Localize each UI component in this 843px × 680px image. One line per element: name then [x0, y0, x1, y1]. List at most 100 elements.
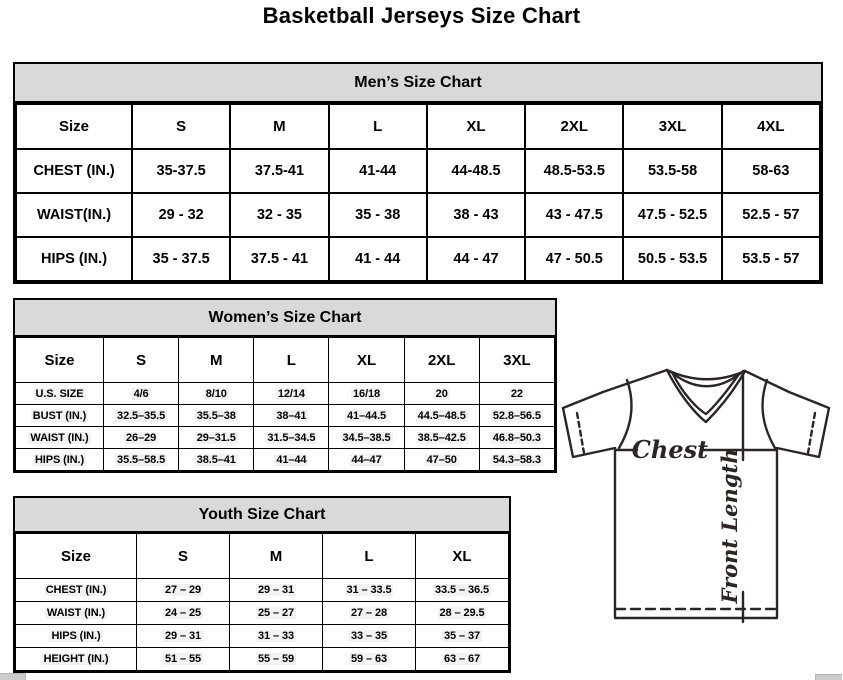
size-value-cell: 44.5–48.5: [403, 404, 480, 427]
mens-size-chart-title: Men’s Size Chart: [15, 64, 821, 103]
size-value-cell: 29 – 31: [136, 624, 230, 648]
womens-size-table: Size S M L XL 2XL 3XL U.S. SIZE 4/6 8/10 12/14 16/1…: [15, 337, 556, 471]
size-value-cell: 48.5-53.5: [524, 148, 625, 194]
youth-size-chart-title: Youth Size Chart: [15, 498, 509, 533]
size-value-cell: 53.5 - 57: [720, 236, 822, 282]
size-value-cell: 8/10: [178, 382, 255, 405]
size-value-cell: 33 – 35: [322, 624, 416, 648]
scrollbar-fragment-right[interactable]: [815, 674, 842, 680]
column-header: M: [178, 337, 255, 383]
collar-mid-curve: [669, 370, 743, 388]
size-header-row: Size S M L XL 2XL 3XL 4XL: [15, 103, 822, 150]
size-value-cell: 53.5-58: [622, 148, 723, 194]
measurement-row: HEIGHT (IN.) 51 – 55 55 – 59 59 – 63 63 – 67: [15, 647, 509, 671]
column-header: Size: [15, 337, 104, 383]
size-value-cell: 38.5–42.5: [403, 426, 480, 449]
size-value-cell: 29 – 31: [229, 578, 323, 602]
size-value-cell: 24 – 25: [136, 601, 230, 625]
collar-outer-v: [665, 368, 747, 424]
row-label: WAIST(IN.): [15, 192, 133, 238]
size-value-cell: 47.5 - 52.5: [622, 192, 723, 238]
collar-inner-v: [671, 372, 741, 416]
row-label: HIPS (IN.): [15, 448, 104, 471]
column-header: M: [229, 533, 323, 579]
measurement-row: BUST (IN.) 32.5–35.5 35.5–38 38–41 41–44.5 44…: [15, 404, 556, 427]
size-value-cell: 22: [478, 382, 556, 405]
size-value-cell: 50.5 - 53.5: [622, 236, 723, 282]
column-header: S: [130, 103, 232, 150]
measurement-row: WAIST (IN.) 26–29 29–31.5 31.5–34.5 34.5–38.…: [15, 426, 556, 449]
measurement-row: CHEST (IN.) 35-37.5 37.5-41 41-44 44-48.5 48.…: [15, 148, 822, 194]
left-cuff-dashed-line: [575, 411, 586, 455]
row-label: HIPS (IN.): [15, 624, 137, 648]
mens-size-table: Size S M L XL 2XL 3XL 4XL CHEST (IN.) 35-37.5 37.5…: [15, 103, 822, 282]
size-value-cell: 41-44: [327, 148, 428, 194]
size-value-cell: 63 – 67: [415, 647, 509, 671]
column-header: 3XL: [478, 337, 556, 383]
size-value-cell: 35 - 37.5: [130, 236, 232, 282]
measurement-row: HIPS (IN.) 29 – 31 31 – 33 33 – 35 35 – 37: [15, 624, 509, 648]
size-value-cell: 38 - 43: [425, 192, 527, 238]
womens-size-chart-title: Women’s Size Chart: [15, 300, 555, 337]
jersey-outline: [561, 368, 831, 620]
column-header: M: [229, 103, 330, 150]
size-value-cell: 12/14: [253, 382, 330, 405]
size-header-row: Size S M L XL: [15, 533, 509, 579]
column-header: XL: [425, 103, 527, 150]
size-value-cell: 44-48.5: [425, 148, 527, 194]
right-cuff-dashed-line: [806, 411, 817, 455]
size-value-cell: 51 – 55: [136, 647, 230, 671]
column-header: L: [253, 337, 330, 383]
page-title: Basketball Jerseys Size Chart: [262, 3, 581, 28]
size-value-cell: 44–47: [328, 448, 405, 471]
column-header: 4XL: [720, 103, 822, 150]
size-value-cell: 4/6: [102, 382, 180, 405]
size-value-cell: 41–44: [253, 448, 330, 471]
size-header-row: Size S M L XL 2XL 3XL: [15, 337, 556, 383]
column-header: Size: [15, 533, 137, 579]
size-value-cell: 35 - 38: [327, 192, 428, 238]
column-header: L: [322, 533, 416, 579]
row-label: HEIGHT (IN.): [15, 647, 137, 671]
row-label: BUST (IN.): [15, 404, 104, 427]
size-value-cell: 47–50: [403, 448, 480, 471]
row-label: HIPS (IN.): [15, 236, 133, 282]
measurement-row: CHEST (IN.) 27 – 29 29 – 31 31 – 33.5 33.5 –…: [15, 578, 509, 602]
column-header: 2XL: [403, 337, 480, 383]
size-value-cell: 38.5–41: [178, 448, 255, 471]
jersey-measurement-diagram: Chest Front Length: [561, 368, 831, 624]
size-value-cell: 35.5–38: [178, 404, 255, 427]
front-length-label: Front Length: [717, 449, 742, 605]
womens-size-chart-section: Women’s Size Chart Size S M L XL 2XL 3XL U.S. S…: [13, 298, 557, 473]
size-value-cell: 43 - 47.5: [524, 192, 625, 238]
size-value-cell: 59 – 63: [322, 647, 416, 671]
size-value-cell: 28 – 29.5: [415, 601, 509, 625]
row-label: CHEST (IN.): [15, 578, 137, 602]
size-value-cell: 29–31.5: [178, 426, 255, 449]
size-value-cell: 25 – 27: [229, 601, 323, 625]
size-value-cell: 41 - 44: [327, 236, 428, 282]
youth-size-chart-section: Youth Size Chart Size S M L XL CHEST (IN.) 27 …: [13, 496, 511, 673]
size-value-cell: 54.3–58.3: [478, 448, 556, 471]
column-header: S: [102, 337, 180, 383]
size-value-cell: 33.5 – 36.5: [415, 578, 509, 602]
measurement-row: WAIST(IN.) 29 - 32 32 - 35 35 - 38 38 - 43 43…: [15, 192, 822, 238]
size-value-cell: 16/18: [328, 382, 405, 405]
right-armhole-seam: [761, 378, 777, 450]
measurement-row: HIPS (IN.) 35.5–58.5 38.5–41 41–44 44–47 47–5…: [15, 448, 556, 471]
size-value-cell: 52.8–56.5: [478, 404, 556, 427]
scrollbar-fragment-left[interactable]: [0, 673, 26, 680]
row-label: U.S. SIZE: [15, 382, 104, 405]
row-label: CHEST (IN.): [15, 148, 133, 194]
size-value-cell: 35.5–58.5: [102, 448, 180, 471]
size-value-cell: 44 - 47: [425, 236, 527, 282]
size-value-cell: 38–41: [253, 404, 330, 427]
size-value-cell: 46.8–50.3: [478, 426, 556, 449]
size-value-cell: 47 - 50.5: [524, 236, 625, 282]
row-label: WAIST (IN.): [15, 426, 104, 449]
size-value-cell: 52.5 - 57: [720, 192, 822, 238]
size-value-cell: 27 – 29: [136, 578, 230, 602]
measurement-row: HIPS (IN.) 35 - 37.5 37.5 - 41 41 - 44 44 - …: [15, 236, 822, 282]
size-value-cell: 20: [403, 382, 480, 405]
size-value-cell: 31.5–34.5: [253, 426, 330, 449]
